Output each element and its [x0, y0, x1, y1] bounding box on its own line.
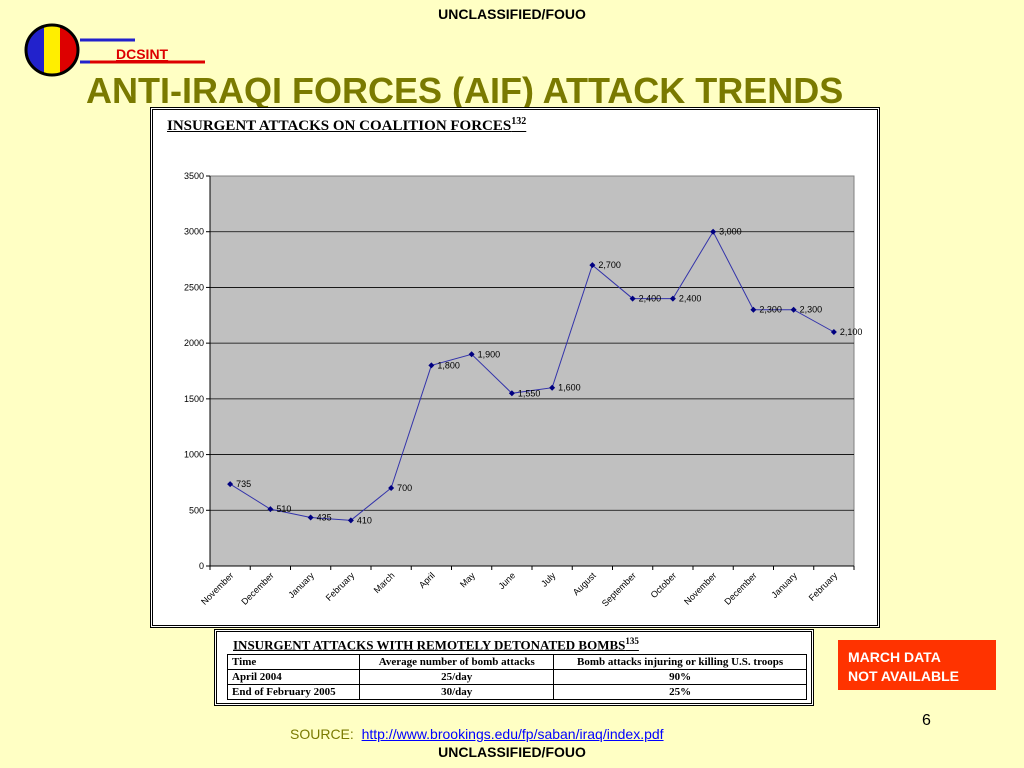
- x-tick-label: November: [682, 570, 718, 606]
- table-header-row: Time Average number of bomb attacks Bomb…: [226, 654, 807, 670]
- data-point: [267, 506, 274, 513]
- table-row: End of February 2005 30/day 25%: [226, 684, 807, 700]
- bomb-table-panel: INSURGENT ATTACKS WITH REMOTELY DETONATE…: [214, 629, 814, 706]
- x-tick-label: January: [769, 570, 799, 600]
- data-label: 435: [317, 513, 332, 523]
- y-tick-label: 1000: [184, 450, 204, 460]
- classification-bottom: UNCLASSIFIED/FOUO: [438, 744, 586, 760]
- table-cell: April 2004: [226, 669, 361, 685]
- page-number: 6: [922, 712, 931, 729]
- data-label: 1,900: [478, 349, 501, 359]
- y-tick-label: 1500: [184, 394, 204, 404]
- data-label: 1,800: [437, 360, 460, 370]
- bomb-table-title-note: 135: [625, 636, 639, 646]
- chart-panel: INSURGENT ATTACKS ON COALITION FORCES132…: [150, 107, 880, 628]
- march-data-note: MARCH DATA NOT AVAILABLE: [838, 640, 996, 690]
- x-tick-label: October: [649, 570, 679, 600]
- data-point: [790, 306, 797, 313]
- bomb-table: Time Average number of bomb attacks Bomb…: [226, 654, 807, 700]
- table-cell: 90%: [553, 669, 807, 685]
- data-point: [508, 390, 515, 397]
- data-point: [750, 306, 757, 313]
- table-header-cell: Bomb attacks injuring or killing U.S. tr…: [553, 654, 807, 670]
- march-note-line1: MARCH DATA: [848, 649, 941, 665]
- data-point: [549, 384, 556, 391]
- table-cell: 25/day: [359, 669, 555, 685]
- march-note-line2: NOT AVAILABLE: [848, 668, 959, 684]
- x-tick-label: March: [372, 570, 397, 595]
- data-label: 410: [357, 515, 372, 525]
- data-point: [388, 485, 395, 491]
- data-label: 2,400: [639, 294, 662, 304]
- data-point: [589, 262, 596, 269]
- data-label: 1,550: [518, 388, 541, 398]
- plot-area: [209, 175, 855, 567]
- table-cell: 25%: [553, 684, 807, 700]
- y-tick-label: 3500: [184, 171, 204, 181]
- x-tick-label: December: [722, 570, 758, 606]
- table-cell: End of February 2005: [226, 684, 361, 700]
- y-tick-label: 2500: [184, 282, 204, 292]
- data-label: 735: [236, 479, 251, 489]
- data-label: 3,000: [719, 227, 742, 237]
- y-tick-label: 2000: [184, 338, 204, 348]
- data-label: 2,300: [759, 305, 782, 315]
- data-point: [830, 329, 837, 335]
- x-tick-label: May: [458, 570, 477, 589]
- dcsint-logo-icon: [24, 23, 92, 77]
- x-tick-label: February: [324, 570, 357, 603]
- series-line: [229, 230, 835, 521]
- classification-top: UNCLASSIFIED/FOUO: [438, 6, 586, 22]
- data-point: [347, 517, 354, 524]
- source-link[interactable]: http://www.brookings.edu/fp/saban/iraq/i…: [361, 726, 664, 742]
- data-label: 700: [397, 483, 412, 493]
- data-point: [227, 481, 234, 488]
- chart-title-note: 132: [511, 116, 527, 127]
- x-tick-label: July: [539, 570, 558, 589]
- logo-text: DCSINT: [116, 46, 169, 62]
- y-tick-label: 500: [189, 505, 204, 515]
- slide-title: ANTI-IRAQI FORCES (AIF) ATTACK TRENDS: [86, 70, 844, 111]
- chart-title: INSURGENT ATTACKS ON COALITION FORCES132: [167, 116, 527, 134]
- x-tick-label: August: [571, 570, 598, 597]
- data-label: 510: [276, 504, 291, 514]
- table-header-cell: Average number of bomb attacks: [359, 654, 555, 670]
- data-point: [669, 295, 676, 302]
- data-label: 2,400: [679, 294, 702, 304]
- data-label: 2,100: [840, 327, 863, 337]
- x-tick-label: April: [417, 570, 437, 590]
- x-tick-label: September: [600, 570, 638, 608]
- source-line: SOURCE: http://www.brookings.edu/fp/saba…: [290, 726, 664, 742]
- x-tick-label: February: [807, 570, 840, 603]
- data-label: 1,600: [558, 383, 581, 393]
- x-tick-label: December: [239, 570, 275, 606]
- data-label: 2,700: [598, 260, 621, 270]
- table-row: April 2004 25/day 90%: [226, 669, 807, 685]
- data-point: [629, 295, 636, 302]
- logo-lines-icon: [90, 38, 205, 64]
- x-tick-label: November: [199, 570, 235, 606]
- y-tick-label: 3000: [184, 227, 204, 237]
- bomb-table-title: INSURGENT ATTACKS WITH REMOTELY DETONATE…: [233, 636, 639, 653]
- data-point: [428, 362, 435, 369]
- x-tick-label: January: [286, 570, 316, 600]
- data-point: [468, 351, 475, 358]
- data-label: 2,300: [800, 305, 823, 315]
- table-header-cell: Time: [226, 654, 361, 670]
- table-cell: 30/day: [359, 684, 555, 700]
- source-label: SOURCE:: [290, 726, 354, 742]
- y-tick-label: 0: [199, 561, 204, 571]
- x-tick-label: June: [496, 570, 517, 591]
- data-point: [307, 514, 314, 521]
- data-point: [710, 228, 717, 235]
